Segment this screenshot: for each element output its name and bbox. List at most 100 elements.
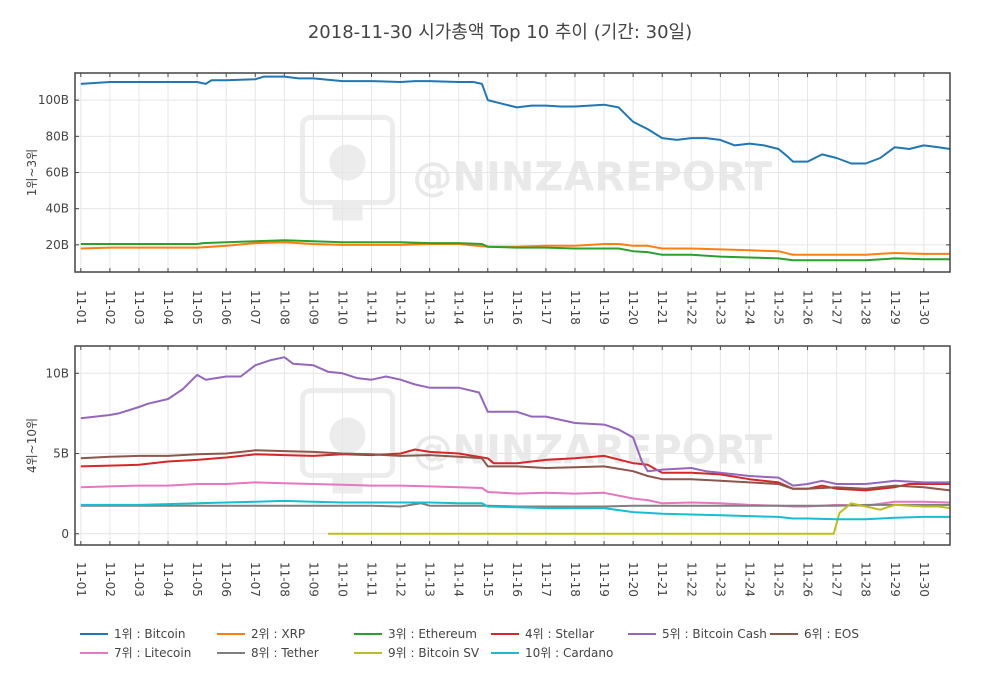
x-tick-label: 11-25	[771, 290, 785, 325]
series-line-stellar	[80, 448, 950, 492]
x-tick-label: 11-27	[830, 290, 844, 325]
x-tick-label: 11-14	[452, 290, 466, 325]
y-axis-label: 4위~10위	[25, 418, 39, 473]
watermark: @NINZAREPORT	[300, 115, 773, 221]
legend-label: 8위 : Tether	[251, 646, 319, 660]
x-tick-label: 11-27	[830, 562, 844, 597]
series-line-bitcoin-sv	[327, 502, 951, 535]
x-tick-label: 11-18	[568, 290, 582, 325]
x-tick-label: 11-04	[161, 290, 175, 325]
legend-label: 6위 : EOS	[804, 627, 859, 641]
x-tick-label: 11-02	[103, 562, 117, 597]
x-tick-label: 11-08	[277, 290, 291, 325]
legend-item: 5위 : Bitcoin Cash	[628, 627, 767, 641]
x-tick-label: 11-20	[626, 562, 640, 597]
x-tick-label: 11-10	[335, 562, 349, 597]
watermark: @NINZAREPORT	[300, 388, 773, 494]
series-line-bitcoin	[80, 75, 951, 165]
watermark-pie-icon	[329, 417, 366, 454]
legend-item: 6위 : EOS	[770, 627, 859, 641]
x-tick-label: 11-07	[248, 290, 262, 325]
x-tick-label: 11-28	[859, 290, 873, 325]
legend-item: 9위 : Bitcoin SV	[354, 646, 480, 660]
legend: 1위 : Bitcoin 2위 : XRP 3위 : Ethereum 4위 : St…	[80, 627, 859, 660]
x-tick-label: 11-12	[394, 290, 408, 325]
watermark-pie-icon	[329, 144, 366, 181]
series-line-ethereum	[80, 239, 950, 262]
watermark-text: @NINZAREPORT	[413, 155, 773, 201]
x-tick-label: 11-22	[684, 562, 698, 597]
legend-item: 4위 : Stellar	[491, 627, 594, 641]
x-tick-label: 11-30	[917, 290, 931, 325]
y-tick-label: 20B	[45, 238, 69, 252]
legend-item: 3위 : Ethereum	[354, 627, 477, 641]
x-tick-label: 11-24	[742, 290, 756, 325]
legend-item: 7위 : Litecoin	[80, 646, 191, 660]
legend-item: 2위 : XRP	[217, 627, 305, 641]
x-tick-label: 11-24	[742, 562, 756, 597]
series-line-cardano	[80, 499, 950, 521]
x-tick-label: 11-06	[219, 290, 233, 325]
y-axis-label: 1위~3위	[25, 149, 39, 196]
chart-title: 2018-11-30 시가총액 Top 10 추이 (기간: 30일)	[307, 22, 693, 43]
x-tick-label: 11-07	[248, 562, 262, 597]
y-tick-label: 100B	[38, 93, 69, 107]
x-tick-label: 11-19	[597, 562, 611, 597]
x-tick-label: 11-10	[335, 290, 349, 325]
x-tick-label: 11-12	[394, 562, 408, 597]
x-tick-label: 11-05	[190, 562, 204, 597]
legend-item: 1위 : Bitcoin	[80, 627, 186, 641]
y-tick-label: 80B	[45, 129, 69, 143]
x-tick-label: 11-23	[713, 562, 727, 597]
x-tick-label: 11-20	[626, 290, 640, 325]
x-tick-label: 11-22	[684, 290, 698, 325]
x-tick-label: 11-19	[597, 290, 611, 325]
watermark-monitor-icon	[300, 115, 395, 205]
x-tick-label: 11-04	[161, 562, 175, 597]
series-line-xrp	[80, 241, 950, 256]
x-tick-label: 11-17	[539, 562, 553, 597]
x-tick-label: 11-29	[888, 562, 902, 597]
x-tick-label: 11-25	[771, 562, 785, 597]
legend-label: 3위 : Ethereum	[388, 627, 477, 641]
legend-label: 5위 : Bitcoin Cash	[662, 627, 767, 641]
legend-label: 2위 : XRP	[251, 627, 305, 641]
x-tick-label: 11-15	[481, 562, 495, 597]
x-tick-label: 11-02	[103, 290, 117, 325]
x-tick-label: 11-06	[219, 562, 233, 597]
x-tick-label: 11-28	[859, 562, 873, 597]
y-tick-label: 40B	[45, 202, 69, 216]
plot-frame	[74, 345, 951, 546]
x-tick-label: 11-05	[190, 290, 204, 325]
legend-label: 7위 : Litecoin	[114, 646, 191, 660]
legend-item: 8위 : Tether	[217, 646, 319, 660]
x-tick-label: 11-11	[365, 290, 379, 325]
x-tick-label: 11-30	[917, 562, 931, 597]
x-tick-label: 11-21	[655, 562, 669, 597]
top-panel: @NINZAREPORT 20B 40B 60B 80B 100B 11-01 11-02 11…	[25, 72, 951, 325]
y-tick-label: 0	[61, 527, 69, 541]
x-tick-label: 11-16	[510, 562, 524, 597]
legend-item: 10위 : Cardano	[491, 646, 613, 660]
x-tick-label: 11-23	[713, 290, 727, 325]
y-tick-label: 5B	[53, 447, 69, 461]
x-tick-label: 11-11	[365, 562, 379, 597]
x-tick-label: 11-21	[655, 290, 669, 325]
x-tick-label: 11-17	[539, 290, 553, 325]
x-tick-label: 11-18	[568, 562, 582, 597]
y-tick-label: 10B	[45, 366, 69, 380]
legend-label: 9위 : Bitcoin SV	[388, 646, 480, 660]
x-tick-label: 11-13	[423, 290, 437, 325]
x-tick-label: 11-03	[132, 290, 146, 325]
legend-label: 10위 : Cardano	[525, 646, 613, 660]
x-tick-label: 11-08	[277, 562, 291, 597]
legend-label: 1위 : Bitcoin	[114, 627, 186, 641]
series-line-eos	[80, 449, 951, 492]
legend-label: 4위 : Stellar	[525, 627, 594, 641]
x-tick-label: 11-15	[481, 290, 495, 325]
watermark-monitor-icon	[300, 388, 395, 478]
x-tick-label: 11-09	[306, 562, 320, 597]
watermark-stand-icon	[332, 202, 363, 221]
x-tick-label: 11-01	[74, 290, 88, 325]
